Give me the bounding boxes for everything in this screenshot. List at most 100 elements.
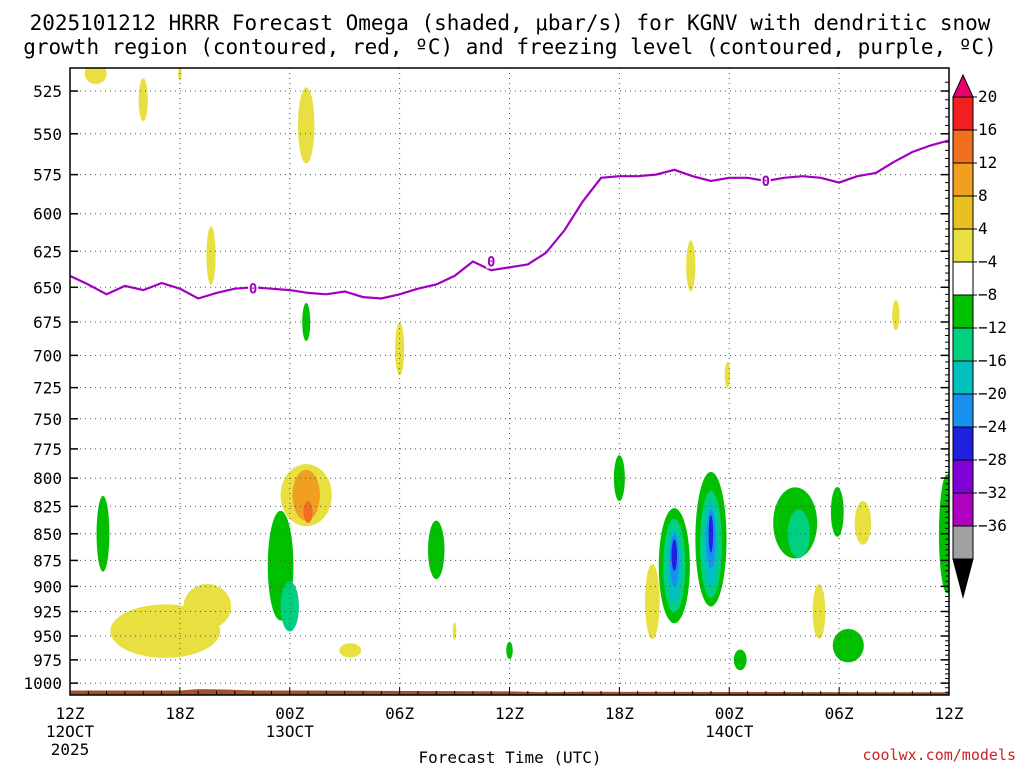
x-tick-label: 00Z bbox=[715, 704, 744, 723]
y-tick-label: 750 bbox=[33, 410, 62, 429]
colorbar-label: −4 bbox=[978, 252, 997, 271]
omega-region bbox=[302, 302, 311, 342]
omega-colorbar: 20 16 12 8 4 −4 −8 −12 −16 −20 −24 −28 −32 −36 bbox=[952, 73, 1007, 599]
y-tick-label: 975 bbox=[33, 651, 62, 670]
omega-region bbox=[280, 581, 299, 632]
colorbar-label: −28 bbox=[978, 450, 1007, 469]
x-axis-label: Forecast Time (UTC) bbox=[418, 748, 601, 767]
colorbar-top-arrow bbox=[952, 73, 974, 98]
freezing-level-line bbox=[70, 139, 949, 300]
y-tick-label: 800 bbox=[33, 469, 62, 488]
y-tick-label: 575 bbox=[33, 166, 62, 185]
y-tick-label: 875 bbox=[33, 551, 62, 570]
omega-region bbox=[297, 87, 315, 164]
colorbar-label: −32 bbox=[978, 483, 1007, 502]
omega-region bbox=[812, 584, 826, 639]
omega-region bbox=[206, 226, 216, 285]
omega-region bbox=[138, 78, 148, 122]
omega-region bbox=[686, 240, 696, 292]
colorbar-label: 20 bbox=[978, 87, 997, 106]
colorbar-label: −8 bbox=[978, 285, 997, 304]
colorbar-swatch bbox=[952, 327, 974, 362]
omega-region bbox=[96, 495, 110, 572]
x-tick-label: 12Z bbox=[495, 704, 524, 723]
omega-region bbox=[339, 643, 362, 658]
omega-region bbox=[428, 520, 445, 580]
colorbar-label: 16 bbox=[978, 120, 997, 139]
colorbar-swatch bbox=[952, 294, 974, 329]
omega-region bbox=[452, 622, 457, 640]
x-tick-label: 18Z bbox=[605, 704, 634, 723]
omega-region bbox=[787, 509, 810, 559]
omega-region bbox=[854, 501, 872, 545]
colorbar-swatch bbox=[952, 426, 974, 461]
y-tick-label: 950 bbox=[33, 627, 62, 646]
omega-region bbox=[303, 500, 313, 523]
omega-region bbox=[84, 68, 107, 85]
contour-label-bg bbox=[248, 280, 259, 296]
x-tick-label: 12Z bbox=[56, 704, 85, 723]
colorbar-swatch bbox=[952, 228, 974, 263]
colorbar-swatch bbox=[952, 459, 974, 494]
colorbar-label: −12 bbox=[978, 318, 1007, 337]
omega-region bbox=[671, 539, 678, 572]
y-tick-label: 1000 bbox=[23, 674, 62, 693]
x-tick-label: 18Z bbox=[165, 704, 194, 723]
contour-label-bg bbox=[760, 173, 771, 189]
colorbar-label: 12 bbox=[978, 153, 997, 172]
omega-region bbox=[178, 68, 182, 81]
y-tick-label: 925 bbox=[33, 602, 62, 621]
omega-region bbox=[292, 469, 320, 521]
colorbar-swatch bbox=[952, 261, 974, 296]
colorbar-swatch bbox=[952, 360, 974, 395]
y-tick-label: 525 bbox=[33, 82, 62, 101]
y-tick-label: 650 bbox=[33, 278, 62, 297]
y-tick-label: 675 bbox=[33, 313, 62, 332]
chart-title-line1: 2025101212 HRRR Forecast Omega (shaded, … bbox=[30, 11, 991, 35]
colorbar-bottom-arrow bbox=[952, 558, 974, 599]
y-tick-label: 825 bbox=[33, 497, 62, 516]
colorbar-swatch bbox=[952, 96, 974, 131]
omega-shading bbox=[84, 68, 949, 671]
x-tick-label: 06Z bbox=[825, 704, 854, 723]
chart-title-line2: growth region (contoured, red, ºC) and f… bbox=[23, 35, 997, 59]
omega-region bbox=[183, 584, 232, 629]
colorbar-swatch bbox=[952, 195, 974, 230]
y-tick-label: 700 bbox=[33, 346, 62, 365]
contour-label: 0 bbox=[487, 254, 495, 270]
colorbar-label: 4 bbox=[978, 219, 988, 238]
y-axis: 525 550 575 600 625 650 675 700 725 750 775 800 825 8… bbox=[23, 81, 949, 693]
x-tick-label: 06Z bbox=[385, 704, 414, 723]
credit-label: coolwx.com/models bbox=[862, 746, 1016, 764]
colorbar-swatch bbox=[952, 129, 974, 164]
x-tick-label: 00Z bbox=[275, 704, 304, 723]
freezing-level-contour: 0 0 0 bbox=[70, 139, 949, 300]
omega-region bbox=[832, 628, 864, 663]
colorbar-label: 8 bbox=[978, 186, 988, 205]
contour-label: 0 bbox=[249, 282, 257, 298]
colorbar-label: −36 bbox=[978, 516, 1007, 535]
x-tick-date: 13OCT bbox=[266, 722, 315, 741]
colorbar-swatch bbox=[952, 525, 974, 560]
colorbar-swatch bbox=[952, 162, 974, 197]
omega-region bbox=[830, 486, 844, 537]
contour-label: 0 bbox=[762, 174, 770, 190]
colorbar-swatch bbox=[952, 393, 974, 428]
colorbar-label: −20 bbox=[978, 384, 1007, 403]
y-tick-label: 850 bbox=[33, 525, 62, 544]
x-tick-date: 12OCT bbox=[46, 722, 95, 741]
y-tick-label: 725 bbox=[33, 379, 62, 398]
y-tick-label: 550 bbox=[33, 125, 62, 144]
y-tick-label: 625 bbox=[33, 242, 62, 261]
y-tick-label: 600 bbox=[33, 205, 62, 224]
y-tick-label: 900 bbox=[33, 577, 62, 596]
omega-region bbox=[645, 563, 660, 640]
colorbar-swatch bbox=[952, 492, 974, 527]
colorbar-label: −24 bbox=[978, 417, 1007, 436]
y-tick-label: 775 bbox=[33, 440, 62, 459]
x-tick-date: 14OCT bbox=[705, 722, 754, 741]
contour-label-bg bbox=[486, 253, 497, 269]
omega-region bbox=[506, 641, 513, 659]
